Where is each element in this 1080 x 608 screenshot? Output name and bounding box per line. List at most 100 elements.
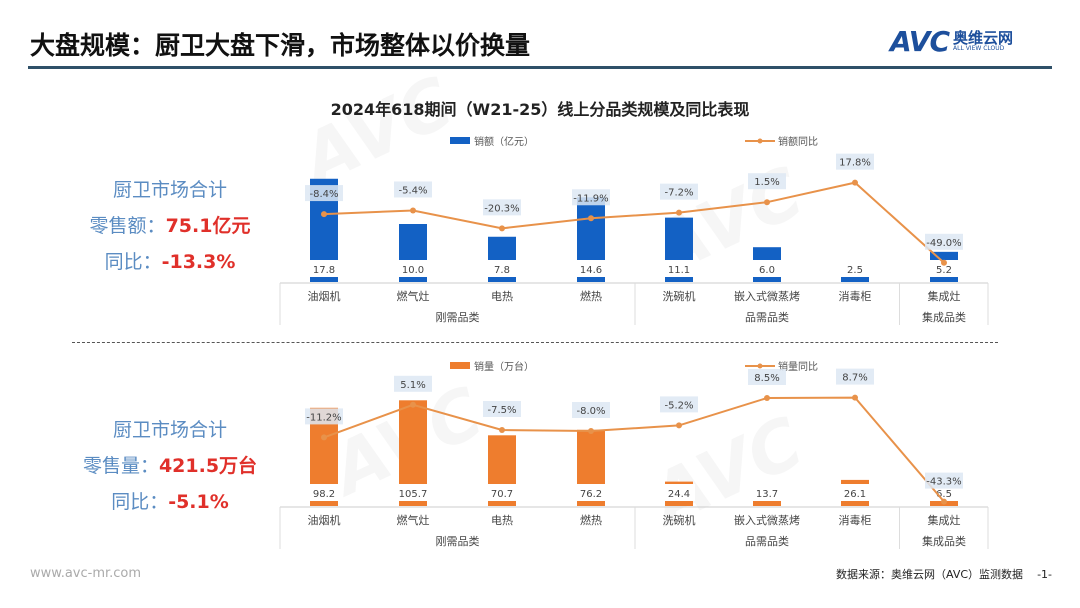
legend-line-marker bbox=[757, 363, 763, 369]
bar-label-bg bbox=[751, 484, 783, 501]
yoy-label-bg bbox=[394, 181, 432, 198]
group-label: 刚需品类 bbox=[436, 310, 480, 324]
category-label: 电热 bbox=[491, 290, 513, 303]
yoy-label: -11.2% bbox=[306, 412, 341, 423]
category-label: 油烟机 bbox=[308, 289, 341, 303]
yoy-label-bg bbox=[748, 369, 786, 385]
yoy-label: -43.3% bbox=[926, 477, 961, 488]
yoy-point bbox=[499, 225, 505, 232]
category-label: 消毒柜 bbox=[839, 513, 872, 527]
yoy-point bbox=[321, 211, 327, 218]
category-label: 电热 bbox=[491, 514, 513, 527]
yoy-label-bg bbox=[483, 401, 521, 417]
yoy-label-bg bbox=[394, 375, 432, 392]
bar-value-label: 24.4 bbox=[668, 489, 690, 500]
yoy-label-bg bbox=[572, 402, 610, 418]
legend-line-marker bbox=[757, 138, 763, 144]
yoy-label: -8.0% bbox=[576, 406, 605, 417]
yoy-label-bg bbox=[483, 199, 521, 216]
category-label: 集成灶 bbox=[928, 289, 961, 303]
yoy-label-bg bbox=[572, 189, 610, 206]
yoy-label: 8.7% bbox=[842, 373, 867, 384]
bar-value-label: 13.7 bbox=[756, 489, 778, 500]
category-label: 嵌入式微蒸烤 bbox=[734, 513, 800, 527]
category-label: 嵌入式微蒸烤 bbox=[734, 289, 800, 303]
yoy-point bbox=[588, 215, 594, 222]
legend-bar-label: 销量（万台） bbox=[474, 360, 534, 373]
bar-value-label: 14.6 bbox=[580, 265, 602, 276]
bar-label-bg bbox=[663, 484, 695, 501]
bar-label-bg bbox=[928, 260, 960, 277]
source-note: 数据来源：奥维云网（AVC）监测数据 -1- bbox=[836, 568, 1052, 581]
category-label: 燃气灶 bbox=[397, 289, 430, 303]
bar-label-bg bbox=[751, 260, 783, 277]
yoy-label-bg bbox=[748, 173, 786, 190]
legend-line-label: 销额同比 bbox=[778, 135, 818, 148]
avc-logo: AVC 奥维云网 ALL VIEW CLOUD bbox=[890, 25, 1014, 58]
yoy-label: 8.5% bbox=[754, 373, 779, 384]
bar-value-label: 98.2 bbox=[313, 489, 335, 500]
group-label: 品需品类 bbox=[745, 310, 789, 324]
category-label: 燃气灶 bbox=[397, 513, 430, 527]
legend-bar-swatch bbox=[450, 137, 470, 144]
yoy-point bbox=[852, 394, 858, 401]
bar-label-bg bbox=[308, 484, 340, 501]
header-divider bbox=[28, 66, 1052, 69]
yoy-point bbox=[764, 395, 770, 401]
bar-label-bg bbox=[839, 260, 871, 277]
yoy-label: -5.4% bbox=[398, 185, 427, 196]
group-label: 品需品类 bbox=[745, 534, 789, 548]
bar-value-label: 70.7 bbox=[491, 489, 513, 500]
bar-value-label: 11.1 bbox=[668, 265, 690, 276]
yoy-label: -7.2% bbox=[664, 188, 693, 199]
yoy-point bbox=[941, 259, 947, 266]
yoy-label: 5.1% bbox=[400, 380, 425, 391]
bar-value-label: 76.2 bbox=[580, 489, 602, 500]
bar-value-label: 105.7 bbox=[399, 489, 428, 500]
bar-label-bg bbox=[575, 484, 607, 501]
bar-value-label: 17.8 bbox=[313, 265, 335, 276]
category-label: 油烟机 bbox=[308, 513, 341, 527]
bar-label-bg bbox=[486, 260, 518, 277]
yoy-line bbox=[323, 181, 945, 264]
bar-label-bg bbox=[663, 260, 695, 277]
yoy-label: -20.3% bbox=[484, 203, 519, 214]
yoy-label: -49.0% bbox=[926, 238, 961, 249]
group-label: 刚需品类 bbox=[436, 534, 480, 548]
category-label: 燃热 bbox=[580, 289, 602, 303]
bar-value-label: 2.5 bbox=[847, 265, 863, 276]
bar-label-bg bbox=[397, 484, 429, 501]
yoy-point bbox=[410, 401, 416, 408]
yoy-point bbox=[676, 422, 682, 429]
bar-value-label: 7.8 bbox=[494, 265, 510, 276]
yoy-label-bg bbox=[925, 472, 963, 489]
website: www.avc-mr.com bbox=[30, 566, 142, 581]
yoy-label-bg bbox=[836, 153, 874, 170]
category-label: 洗碗机 bbox=[663, 513, 696, 527]
yoy-label: -11.9% bbox=[573, 193, 608, 204]
yoy-point bbox=[852, 179, 858, 186]
bar-value-label: 5.2 bbox=[936, 265, 952, 276]
legend-bar-label: 销额（亿元） bbox=[474, 135, 534, 148]
bar-label-bg bbox=[397, 260, 429, 277]
category-label: 消毒柜 bbox=[839, 289, 872, 303]
yoy-point bbox=[676, 209, 682, 216]
bar-label-bg bbox=[486, 484, 518, 501]
yoy-label: 1.5% bbox=[754, 177, 779, 188]
bar-label-bg bbox=[308, 260, 340, 277]
yoy-label: -5.2% bbox=[664, 400, 693, 411]
yoy-label-bg bbox=[836, 368, 874, 385]
bar-value-label: 10.0 bbox=[402, 265, 424, 276]
chart-title: 2024年618期间（W21-25）线上分品类规模及同比表现 bbox=[330, 100, 750, 119]
summary-top: 厨卫市场合计 零售额：75.1亿元 同比：-13.3% bbox=[89, 179, 251, 273]
yoy-label-bg bbox=[305, 408, 343, 425]
group-label: 集成品类 bbox=[922, 310, 966, 324]
legend-bar-swatch bbox=[450, 362, 470, 369]
summary-bottom: 厨卫市场合计 零售量：421.5万台 同比：-5.1% bbox=[82, 419, 258, 513]
yoy-point bbox=[764, 199, 770, 206]
legend-line-label: 销量同比 bbox=[778, 360, 818, 373]
yoy-label: 17.8% bbox=[839, 158, 871, 169]
yoy-label-bg bbox=[305, 185, 343, 202]
bar-value-label: 6.5 bbox=[936, 489, 952, 500]
